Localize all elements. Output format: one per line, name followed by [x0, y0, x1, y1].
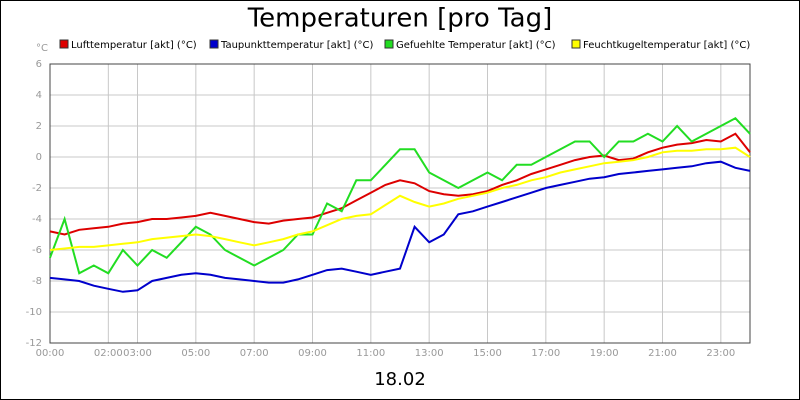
x-tick-label: 21:00 — [648, 348, 677, 359]
x-tick-label: 15:00 — [473, 348, 502, 359]
x-tick-label: 05:00 — [181, 348, 210, 359]
x-tick-label: 23:00 — [706, 348, 735, 359]
y-tick-label: -12 — [26, 338, 42, 349]
y-tick-label: -4 — [32, 214, 42, 225]
legend-label: Feuchtkugeltemperatur [akt] (°C) — [583, 40, 750, 51]
x-tick-label: 17:00 — [531, 348, 560, 359]
y-tick-label: 6 — [36, 59, 42, 70]
x-tick-label: 11:00 — [356, 348, 385, 359]
x-tick-label: 07:00 — [240, 348, 269, 359]
y-tick-label: 4 — [36, 90, 42, 101]
legend-swatch — [209, 39, 219, 49]
series-line — [49, 132, 751, 236]
x-tick-label: 13:00 — [415, 348, 444, 359]
legend-label: Lufttemperatur [akt] (°C) — [71, 40, 197, 51]
series-line — [49, 117, 751, 275]
legend-label: Gefuehlte Temperatur [akt] (°C) — [396, 40, 556, 51]
y-tick-label: 2 — [36, 121, 42, 132]
legend-swatch — [384, 39, 394, 49]
y-axis-unit: °C — [36, 43, 48, 54]
x-tick-label: 03:00 — [123, 348, 152, 359]
legend-label: Taupunkttemperatur [akt] (°C) — [220, 40, 373, 51]
x-tick-label: 02:00 — [94, 348, 123, 359]
y-tick-label: -2 — [32, 183, 42, 194]
y-tick-label: -10 — [26, 307, 42, 318]
series-line — [49, 160, 751, 293]
y-tick-label: -6 — [32, 245, 42, 256]
y-tick-label: 0 — [36, 152, 42, 163]
legend-swatch — [571, 39, 581, 49]
y-tick-label: -8 — [32, 276, 42, 287]
legend-swatch — [59, 39, 69, 49]
series-line — [49, 146, 751, 251]
x-tick-label: 09:00 — [298, 348, 327, 359]
chart-title: Temperaturen [pro Tag] — [247, 4, 553, 34]
x-axis-label: 18.02 — [374, 369, 426, 390]
x-tick-label: 19:00 — [590, 348, 619, 359]
x-tick-label: 00:00 — [36, 348, 65, 359]
plot-border — [49, 63, 751, 344]
